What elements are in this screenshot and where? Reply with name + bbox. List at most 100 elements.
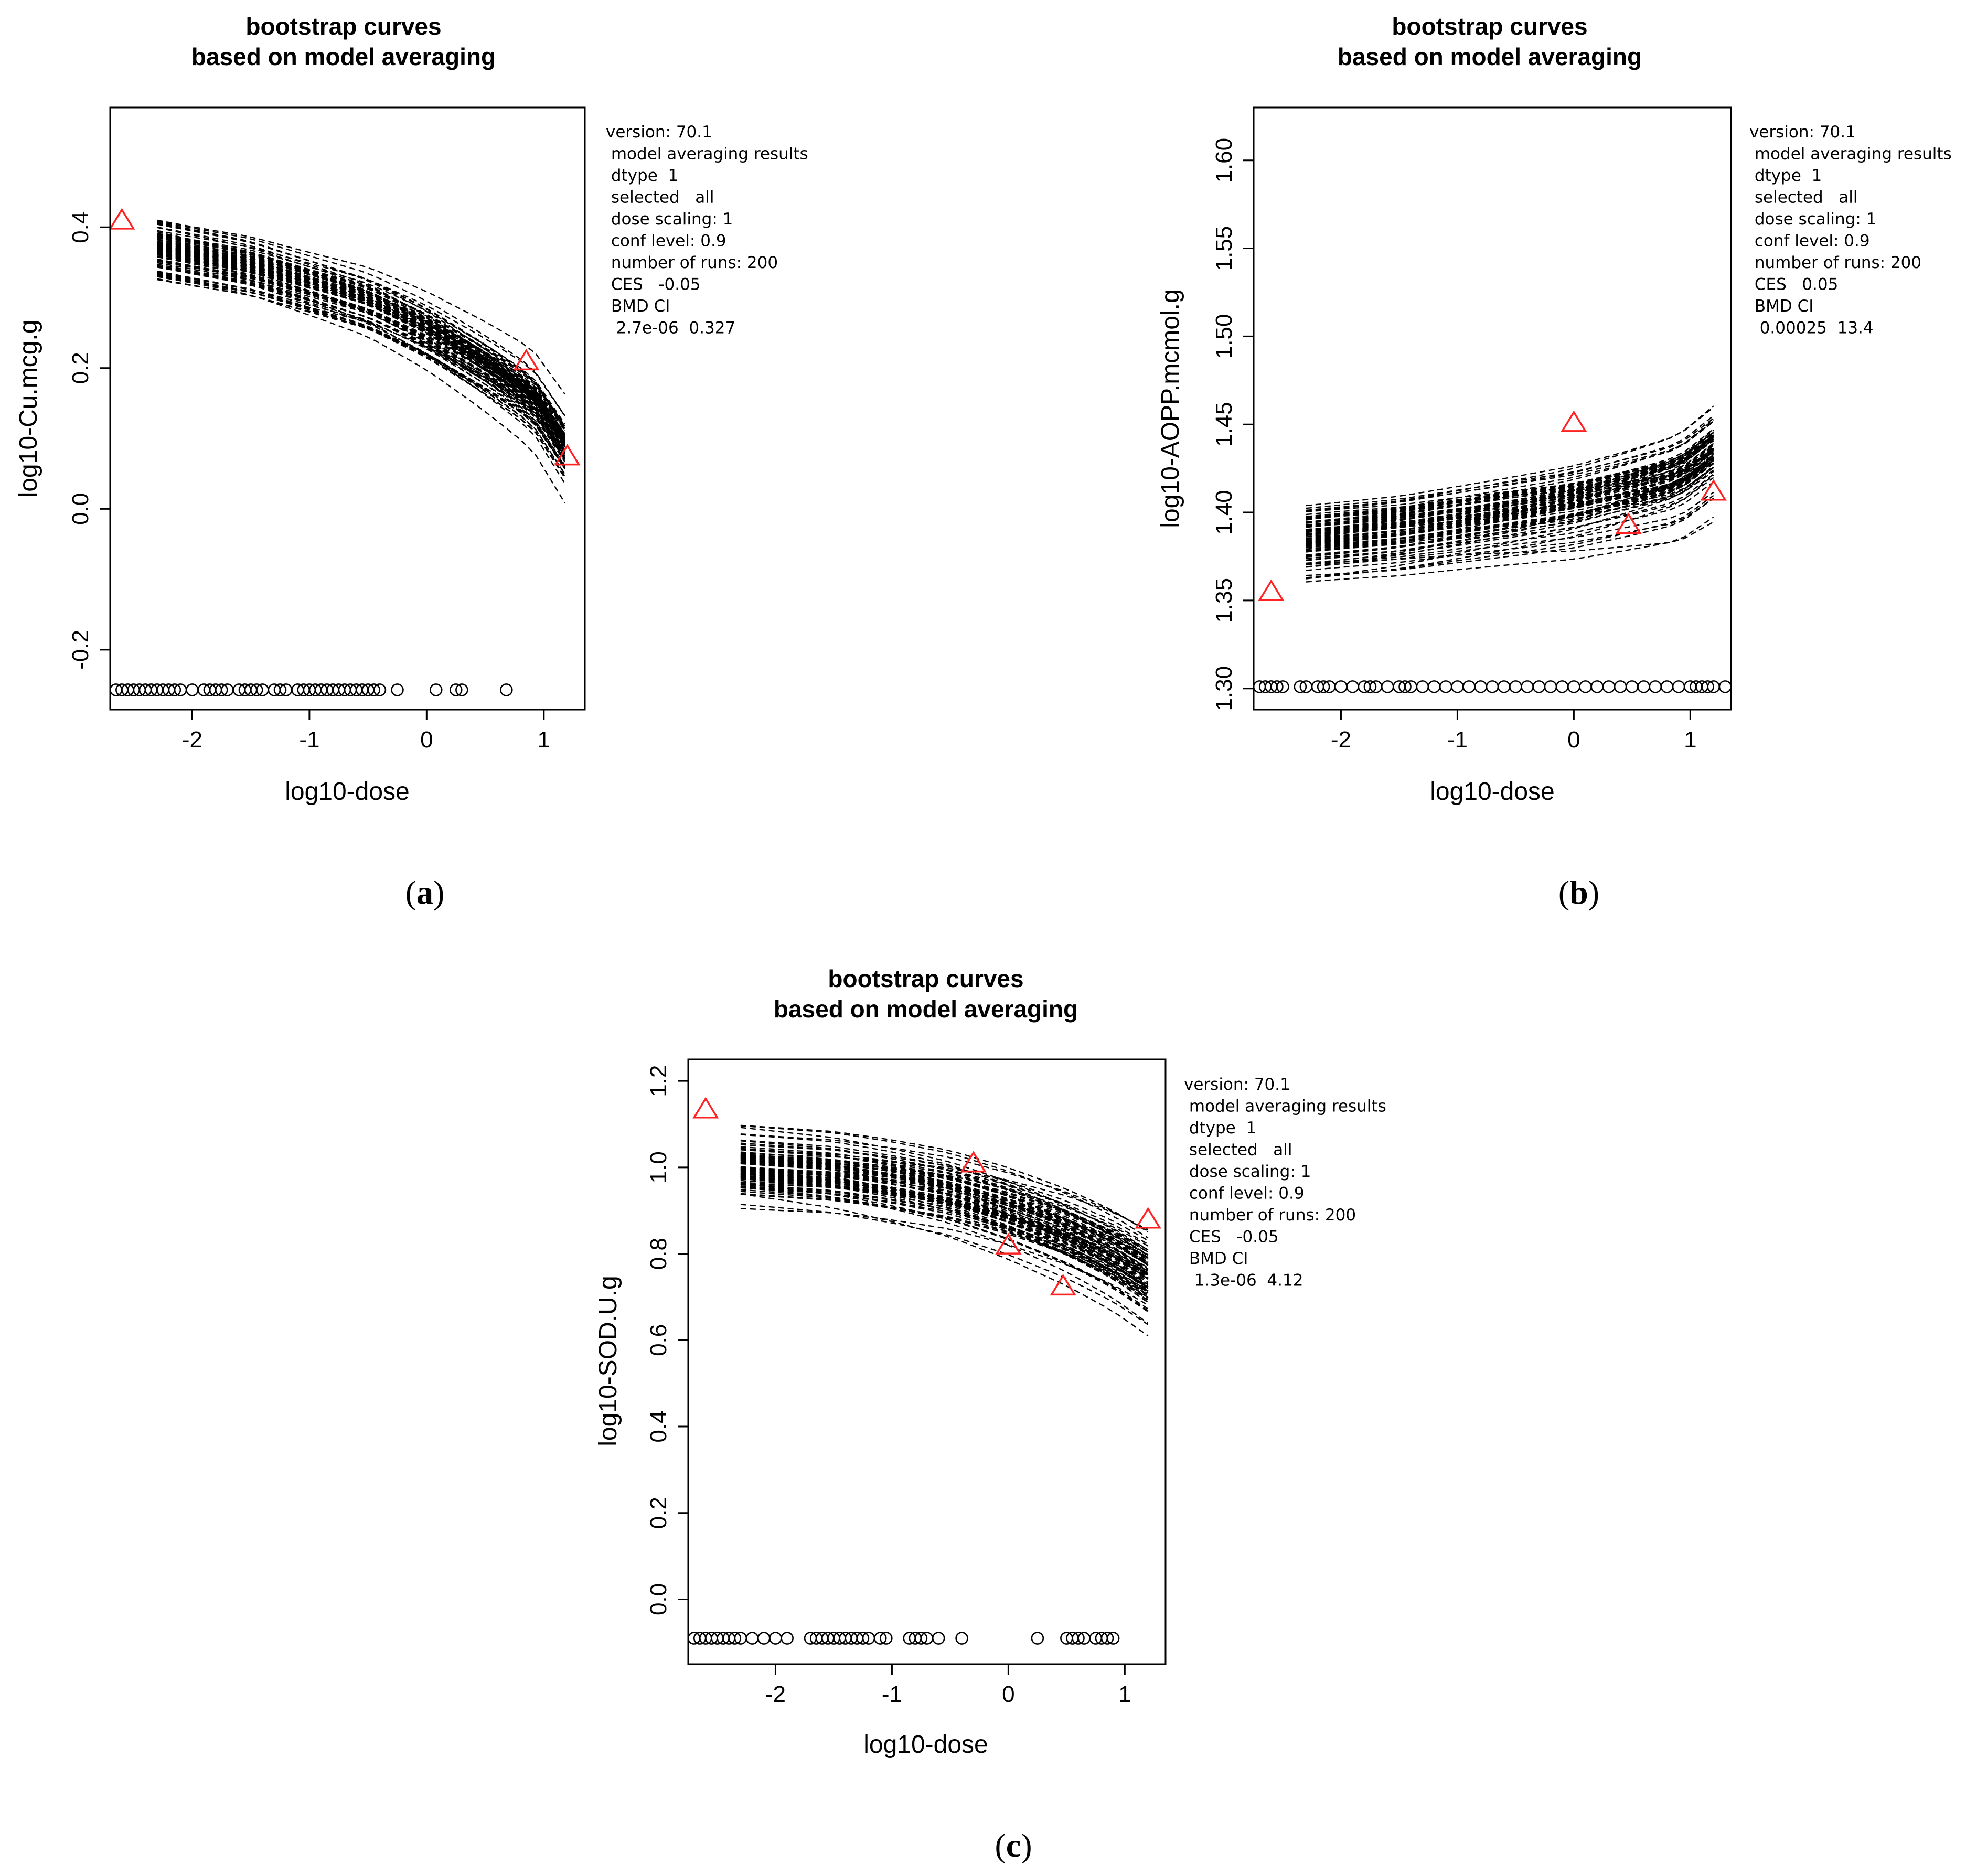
panel-b-x-tick-label: -2 (1331, 727, 1351, 753)
panel-a-bootstrap-curve (157, 260, 565, 445)
panel-c-x-tick-label: 0 (1002, 1681, 1014, 1707)
panel-c-bootstrap-curve (740, 1204, 1149, 1325)
panel-c-bootstrap-curve (740, 1189, 1149, 1313)
panel-b-dose-circle (1317, 680, 1330, 693)
panel-b-bootstrap-curve (1306, 417, 1714, 509)
panel-c-y-axis: 0.0 0.2 0.4 0.6 0.8 1.0 1.2 (646, 1065, 688, 1615)
panel-c-bootstrap-curve (740, 1156, 1149, 1263)
panel-b-bootstrap-curve (1306, 436, 1714, 524)
panel-a-x-tick-label: -2 (182, 727, 202, 753)
panel-b-bootstrap-curve (1306, 460, 1714, 561)
panel-c-info-line: number of runs: 200 (1184, 1206, 1356, 1225)
panel-b-bootstrap-curve (1306, 415, 1714, 512)
panel-b-y-tick-label: 1.40 (1211, 490, 1237, 535)
panel-c-caption: (c) (995, 1827, 1032, 1864)
panel-c-bootstrap-curve (740, 1176, 1149, 1274)
panel-a-dose-circle (429, 683, 443, 696)
panel-a-bootstrap-curve (157, 222, 566, 435)
panel-a-info-line: conf level: 0.9 (606, 232, 726, 251)
panel-c-bootstrap-curve (740, 1153, 1149, 1260)
panel-c-bootstrap-curve (740, 1170, 1149, 1296)
panel-c-bootstrap-curve (740, 1173, 1149, 1289)
panel-c-bootstrap-curve (740, 1182, 1149, 1310)
panel-c-caption-letter: c (1006, 1827, 1021, 1864)
panel-b-y-tick-label: 1.50 (1211, 314, 1237, 359)
panel-b-observed-mean-triangle (1700, 479, 1727, 501)
panel-c-y-tick-label: 0.6 (646, 1324, 671, 1356)
panel-a-info-line: BMD CI (606, 297, 670, 316)
panel-c-info-line: 1.3e-06 4.12 (1184, 1271, 1303, 1290)
panel-b-info-line: selected all (1749, 188, 1858, 207)
panel-c-x-tick-label: 1 (1118, 1681, 1131, 1707)
panel-b-observed-mean-triangle (1258, 579, 1285, 601)
panel-b-bootstrap-curve (1306, 466, 1714, 580)
panel-b-plot-frame (1253, 106, 1732, 711)
panel-c-dose-circle (1100, 1632, 1114, 1645)
panel-c: bootstrap curves based on model averagin… (594, 965, 1386, 1864)
panel-c-bootstrap-curve (740, 1144, 1149, 1241)
panel-a-bootstrap-curve (157, 253, 565, 440)
panel-c-bootstrap-curve (740, 1185, 1149, 1289)
panel-c-bootstrap-curve (740, 1183, 1149, 1294)
panel-c-x-axis: -2 -1 0 1 (765, 1664, 1131, 1707)
panel-b-x-axis-label: log10-dose (1430, 778, 1555, 806)
panel-c-bootstrap-curve (740, 1162, 1149, 1247)
panel-c-info-line: conf level: 0.9 (1184, 1184, 1305, 1203)
panel-a-info-line: model averaging results (606, 145, 808, 164)
panel-c-dose-circle (856, 1632, 870, 1645)
panel-c-bootstrap-curve (740, 1162, 1149, 1261)
panel-b-bootstrap-curve (1306, 460, 1714, 557)
panel-a-bootstrap-curve (157, 270, 566, 475)
panel-b-bootstrap-curve (1306, 458, 1714, 533)
panel-b-y-tick-label: 1.55 (1211, 226, 1237, 271)
panel-c-bootstrap-curve (740, 1193, 1149, 1293)
panel-a-x-axis-label: log10-dose (285, 778, 410, 806)
panel-b-bootstrap-curve (1306, 459, 1714, 553)
panel-b-x-tick-label: 0 (1567, 727, 1580, 753)
panel-b-bootstrap-curve (1306, 447, 1714, 550)
panel-b-bootstrap-curve (1306, 455, 1714, 558)
panel-c-bootstrap-curve (740, 1163, 1149, 1266)
panel-c-bootstrap-curve (740, 1124, 1149, 1233)
panel-c-bootstrap-curve (740, 1194, 1149, 1295)
panel-b-caption-letter: b (1569, 874, 1588, 911)
panel-c-x-tick-label: -2 (765, 1681, 786, 1707)
panel-a-caption-letter: a (416, 874, 433, 911)
panel-a-y-tick-label: -0.2 (68, 630, 93, 670)
panel-c-y-tick-label: 0.8 (646, 1238, 671, 1270)
panel-b-bootstrap-curve (1306, 443, 1714, 526)
panel-a-bootstrap-curve (157, 221, 565, 416)
panel-a: bootstrap curves based on model averagin… (15, 13, 808, 911)
panel-b: bootstrap curves based on model averagin… (1157, 13, 1952, 911)
panel-c-info-line: model averaging results (1184, 1097, 1386, 1116)
panel-c-observed-mean-triangle (692, 1097, 719, 1119)
panel-c-bootstrap-curve (740, 1154, 1149, 1270)
panel-b-bootstrap-curve (1306, 481, 1714, 566)
panel-b-y-tick-label: 1.45 (1211, 402, 1237, 447)
panel-c-dose-circle (1106, 1632, 1120, 1645)
panel-a-title-line1: bootstrap curves (245, 13, 441, 40)
panel-a-bootstrap-curve (157, 245, 566, 446)
panel-b-bootstrap-curve (1306, 434, 1714, 519)
panel-a-dose-circle (499, 683, 513, 696)
panel-c-bootstrap-curve (740, 1180, 1149, 1275)
panel-b-info-line: BMD CI (1749, 297, 1813, 316)
panel-c-y-tick-label: 1.0 (646, 1151, 671, 1183)
panel-a-bootstrap-curve (157, 265, 565, 460)
panel-a-bootstrap-curve (157, 265, 566, 475)
panel-b-bootstrap-curve (1306, 438, 1714, 528)
panel-c-dose-circle (955, 1632, 968, 1645)
panel-c-y-tick-label: 0.4 (646, 1410, 671, 1442)
panel-a-dose-circle (250, 683, 263, 696)
panel-b-info-line: CES 0.05 (1749, 275, 1838, 294)
panel-b-bootstrap-curve (1306, 436, 1714, 541)
panel-a-dose-circle (273, 683, 287, 696)
panel-c-bootstrap-curve (740, 1142, 1149, 1256)
panel-b-info-box: version: 70.1 model averaging results dt… (1749, 123, 1952, 338)
panel-c-info-line: BMD CI (1184, 1249, 1248, 1268)
panel-a-observed-mean-triangle (554, 444, 581, 466)
panel-b-bootstrap-curve (1306, 465, 1714, 568)
panel-b-bootstrap-curve (1306, 449, 1714, 544)
panel-a-caption: (a) (405, 874, 445, 911)
